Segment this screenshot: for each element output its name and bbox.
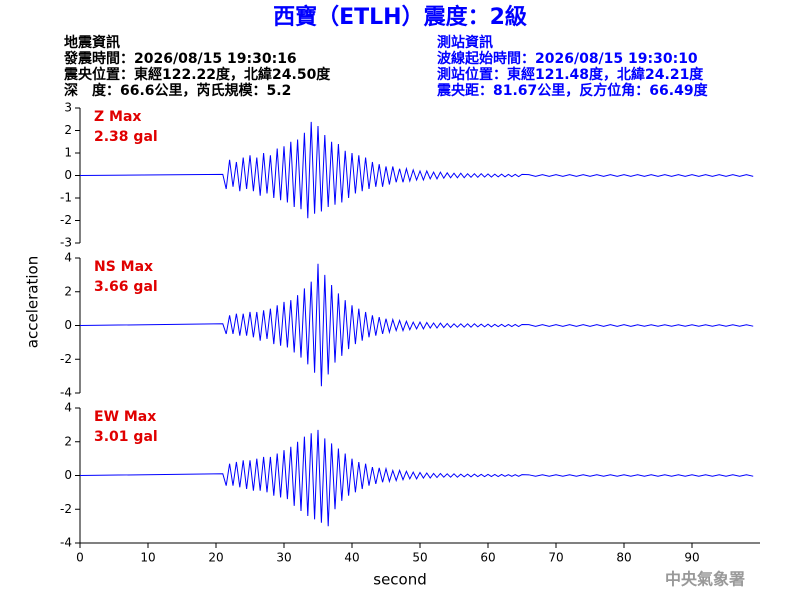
- event-info: 深 度：66.6公里，芮氏規模：5.2: [64, 82, 291, 99]
- watermark: 中央氣象署: [665, 570, 745, 589]
- y-tick-label: -2: [60, 502, 72, 516]
- y-tick-label: 3: [64, 101, 72, 115]
- station-info: 震央距：81.67公里，反方位角：66.49度: [436, 82, 709, 99]
- y-tick-label: 4: [64, 401, 72, 415]
- waveform: [79, 263, 754, 387]
- x-tick-label: 90: [684, 551, 699, 565]
- y-tick-label: 2: [64, 434, 72, 448]
- y-tick-label: -2: [60, 213, 72, 227]
- x-tick-label: 30: [276, 551, 291, 565]
- station-info: 波線起始時間：2026/08/15 19:30:10: [437, 50, 698, 67]
- y-tick-label: 0: [64, 318, 72, 332]
- y-tick-label: -4: [60, 386, 72, 400]
- panel-label: NS Max: [94, 259, 153, 275]
- y-axis-label: acceleration: [24, 256, 42, 348]
- x-tick-label: 40: [344, 551, 359, 565]
- panel-label: EW Max: [94, 409, 156, 425]
- event-info: 震央位置：東經122.22度，北緯24.50度: [63, 66, 331, 83]
- y-tick-label: -4: [60, 536, 72, 550]
- y-tick-label: -2: [60, 352, 72, 366]
- x-tick-label: 80: [616, 551, 631, 565]
- station-info: 測站資訊: [437, 34, 493, 51]
- y-tick-label: 1: [64, 146, 72, 160]
- station-info: 測站位置：東經121.48度，北緯24.21度: [437, 66, 704, 83]
- panel-label: Z Max: [94, 109, 141, 125]
- x-tick-label: 50: [412, 551, 427, 565]
- event-info: 地震資訊: [64, 34, 120, 51]
- x-axis-label: second: [373, 571, 427, 589]
- y-tick-label: -1: [60, 191, 72, 205]
- x-tick-label: 0: [76, 551, 84, 565]
- waveform: [79, 121, 754, 219]
- event-info: 發震時間：2026/08/15 19:30:16: [63, 50, 297, 67]
- x-tick-label: 10: [140, 551, 155, 565]
- y-tick-label: 0: [64, 468, 72, 482]
- x-tick-label: 70: [548, 551, 563, 565]
- y-tick-label: 2: [64, 123, 72, 137]
- panel-max: 3.66 gal: [94, 279, 158, 295]
- panel-max: 3.01 gal: [94, 429, 158, 445]
- y-tick-label: 2: [64, 284, 72, 298]
- x-tick-label: 60: [480, 551, 495, 565]
- waveform: [79, 429, 754, 527]
- y-tick-label: 4: [64, 251, 72, 265]
- x-tick-label: 20: [208, 551, 223, 565]
- title: 西寶（ETLH）震度：2級: [273, 4, 527, 30]
- y-tick-label: -3: [60, 236, 72, 250]
- y-tick-label: 0: [64, 168, 72, 182]
- panel-max: 2.38 gal: [94, 129, 158, 145]
